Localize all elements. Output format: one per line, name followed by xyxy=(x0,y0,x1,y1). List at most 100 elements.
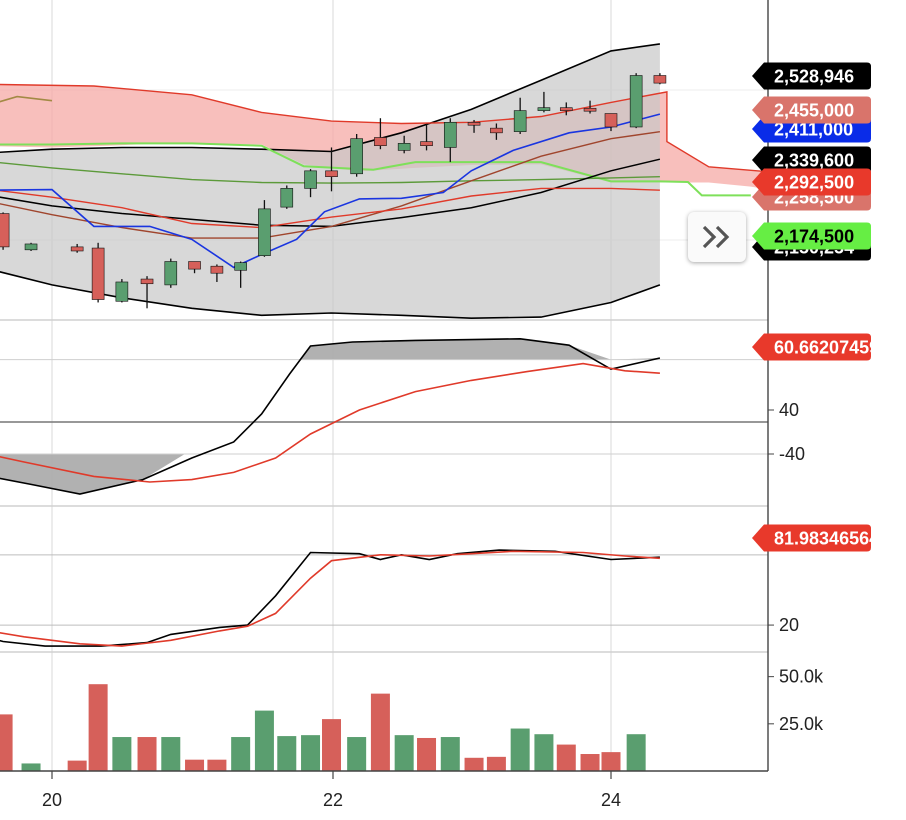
volume-bar[interactable] xyxy=(301,735,321,771)
volume-bar[interactable] xyxy=(185,759,205,771)
candle-body[interactable] xyxy=(304,170,317,189)
candle-body[interactable] xyxy=(490,127,503,134)
oscillator-2-signal-line xyxy=(0,550,660,647)
oscillator-1-value-label-text: 60.66207459 xyxy=(774,338,879,358)
oscillator-2-value-label-shape xyxy=(752,524,871,552)
candle-body[interactable] xyxy=(629,75,643,128)
price-label: 2,174,500 xyxy=(752,222,871,250)
volume-bar[interactable] xyxy=(137,737,157,771)
candle-body[interactable] xyxy=(280,188,294,208)
volume-bar[interactable] xyxy=(231,737,251,771)
volume-bar[interactable] xyxy=(277,736,297,771)
volume-bar[interactable] xyxy=(207,759,227,771)
candle-body[interactable] xyxy=(234,262,247,271)
volume-bar[interactable] xyxy=(0,714,13,771)
volume-bar[interactable] xyxy=(440,737,460,771)
price-label: 2,339,600 xyxy=(752,146,871,174)
candle-body[interactable] xyxy=(325,170,338,177)
candle-body[interactable] xyxy=(513,110,527,132)
oscillator-2-value-label-text: 81.98346564 xyxy=(774,529,879,549)
bollinger-band-fill xyxy=(0,43,660,319)
candle-body[interactable] xyxy=(350,138,363,175)
candle-body[interactable] xyxy=(210,265,224,274)
volume-bar[interactable] xyxy=(394,735,414,771)
candle-body[interactable] xyxy=(604,113,618,128)
volume-bar[interactable] xyxy=(161,737,181,771)
moving-average-olive xyxy=(0,161,660,184)
price-label-shape xyxy=(752,96,871,124)
volume-bar[interactable] xyxy=(112,737,132,771)
price-label: 2,528,946 xyxy=(752,62,871,90)
bollinger-lower-line xyxy=(0,271,661,320)
volume-bar[interactable] xyxy=(510,728,530,771)
volume-pane[interactable] xyxy=(0,684,646,771)
base-line-green xyxy=(0,142,751,197)
candle-body[interactable] xyxy=(164,261,178,286)
candle-body[interactable] xyxy=(467,122,481,126)
candle-body[interactable] xyxy=(559,107,573,111)
candle-body[interactable] xyxy=(258,208,271,256)
candle-body[interactable] xyxy=(0,213,10,248)
candle-body[interactable] xyxy=(653,75,667,84)
price-labels: 2,150,2542,258,5002,339,6002,411,0002,52… xyxy=(752,62,879,552)
volume-bar[interactable] xyxy=(254,710,274,771)
volume-bar[interactable] xyxy=(67,760,87,771)
oscillator-1-pane[interactable] xyxy=(0,337,768,495)
price-pane[interactable] xyxy=(0,43,779,320)
candle-body[interactable] xyxy=(91,247,105,300)
price-label: 2,292,500 xyxy=(752,168,871,196)
y-tick-label: 25.0k xyxy=(779,714,824,734)
price-label-shape xyxy=(752,146,871,174)
volume-bar[interactable] xyxy=(88,684,108,771)
x-tick-label: 24 xyxy=(601,790,621,810)
oscillator-2-value-label: 81.98346564 xyxy=(752,524,879,552)
oscillator-1-main-line xyxy=(0,337,661,495)
candle-body[interactable] xyxy=(537,107,551,111)
candle-body[interactable] xyxy=(583,107,597,112)
candle-body[interactable] xyxy=(374,137,387,146)
price-label-shape xyxy=(752,168,871,196)
volume-bar[interactable] xyxy=(601,752,621,771)
volume-bar[interactable] xyxy=(417,737,437,771)
price-label-text: 2,528,946 xyxy=(774,67,854,87)
candle-body[interactable] xyxy=(24,243,38,251)
candle-body[interactable] xyxy=(420,141,433,146)
oscillator-1-signal-line xyxy=(0,362,660,483)
price-label-text: 2,339,600 xyxy=(774,151,854,171)
price-label-text: 2,174,500 xyxy=(774,227,854,247)
moving-average-brown xyxy=(0,131,660,239)
oscillator-2-pane[interactable] xyxy=(0,549,768,647)
candle-body[interactable] xyxy=(70,246,84,252)
scroll-to-latest-button[interactable] xyxy=(688,212,746,262)
y-tick-label: -40 xyxy=(779,444,805,464)
volume-bar[interactable] xyxy=(534,734,554,771)
candle-body[interactable] xyxy=(140,278,154,285)
candle-body[interactable] xyxy=(397,143,411,151)
price-label-text: 2,455,000 xyxy=(774,101,854,121)
volume-bar[interactable] xyxy=(347,737,367,771)
y-tick-label: 20 xyxy=(779,615,799,635)
volume-bar[interactable] xyxy=(626,734,646,771)
volume-bar[interactable] xyxy=(580,754,600,771)
volume-bar[interactable] xyxy=(556,744,576,771)
candle-body[interactable] xyxy=(443,122,457,148)
candle-body[interactable] xyxy=(188,261,201,270)
volume-bar[interactable] xyxy=(464,757,484,771)
oversold-fill xyxy=(0,454,185,494)
price-label-text: 2,411,000 xyxy=(774,120,853,140)
double-chevron-right-icon xyxy=(702,225,730,249)
candle-body[interactable] xyxy=(115,281,129,302)
volume-bar[interactable] xyxy=(21,763,41,771)
price-label-text: 2,292,500 xyxy=(774,173,854,193)
oscillator-1-value-label: 60.66207459 xyxy=(752,333,879,361)
bollinger-upper-line xyxy=(0,43,661,154)
x-tick-label: 22 xyxy=(323,790,343,810)
volume-bar[interactable] xyxy=(322,719,341,771)
volume-bar[interactable] xyxy=(486,756,506,771)
lagging-span-olive xyxy=(0,95,53,103)
price-label: 2,455,000 xyxy=(752,96,871,124)
tenkan-line-red xyxy=(0,187,660,229)
volume-bar[interactable] xyxy=(370,693,390,771)
x-tick-label: 20 xyxy=(42,790,62,810)
